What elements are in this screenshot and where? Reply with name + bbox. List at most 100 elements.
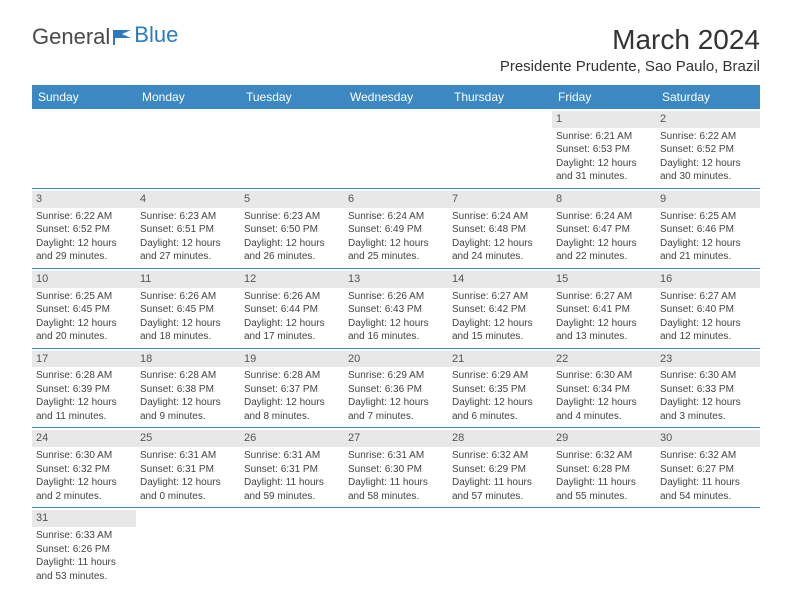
daylight-text: Daylight: 12 hours: [556, 237, 652, 251]
sunset-text: Sunset: 6:45 PM: [36, 303, 132, 317]
calendar-day: 11Sunrise: 6:26 AMSunset: 6:45 PMDayligh…: [136, 269, 240, 348]
sunrise-text: Sunrise: 6:31 AM: [348, 449, 444, 463]
daylight-text: Daylight: 12 hours: [36, 237, 132, 251]
calendar-week: 31Sunrise: 6:33 AMSunset: 6:26 PMDayligh…: [32, 508, 760, 587]
calendar-day: 25Sunrise: 6:31 AMSunset: 6:31 PMDayligh…: [136, 428, 240, 507]
daylight-text: and 13 minutes.: [556, 330, 652, 344]
day-header: Thursday: [448, 85, 552, 109]
sunrise-text: Sunrise: 6:30 AM: [556, 369, 652, 383]
daylight-text: Daylight: 12 hours: [556, 157, 652, 171]
calendar-day: 2Sunrise: 6:22 AMSunset: 6:52 PMDaylight…: [656, 109, 760, 188]
sunrise-text: Sunrise: 6:30 AM: [36, 449, 132, 463]
daylight-text: and 16 minutes.: [348, 330, 444, 344]
calendar-day-empty: [240, 508, 344, 587]
calendar-day-empty: [552, 508, 656, 587]
sunset-text: Sunset: 6:42 PM: [452, 303, 548, 317]
calendar-day-empty: [344, 508, 448, 587]
daylight-text: and 55 minutes.: [556, 490, 652, 504]
sunrise-text: Sunrise: 6:31 AM: [244, 449, 340, 463]
calendar-day: 26Sunrise: 6:31 AMSunset: 6:31 PMDayligh…: [240, 428, 344, 507]
daylight-text: and 8 minutes.: [244, 410, 340, 424]
daylight-text: Daylight: 12 hours: [244, 396, 340, 410]
sunrise-text: Sunrise: 6:24 AM: [452, 210, 548, 224]
day-header: Wednesday: [344, 85, 448, 109]
sunset-text: Sunset: 6:31 PM: [140, 463, 236, 477]
sunset-text: Sunset: 6:38 PM: [140, 383, 236, 397]
daylight-text: and 3 minutes.: [660, 410, 756, 424]
daylight-text: and 22 minutes.: [556, 250, 652, 264]
sunset-text: Sunset: 6:47 PM: [556, 223, 652, 237]
day-number: 14: [448, 271, 552, 288]
sunset-text: Sunset: 6:52 PM: [36, 223, 132, 237]
daylight-text: Daylight: 12 hours: [348, 396, 444, 410]
calendar-day-empty: [656, 508, 760, 587]
daylight-text: Daylight: 12 hours: [556, 317, 652, 331]
daylight-text: Daylight: 12 hours: [140, 317, 236, 331]
calendar-day: 9Sunrise: 6:25 AMSunset: 6:46 PMDaylight…: [656, 189, 760, 268]
day-number: 8: [552, 191, 656, 208]
calendar-day-empty: [344, 109, 448, 188]
page-title: March 2024: [500, 24, 760, 56]
sunrise-text: Sunrise: 6:33 AM: [36, 529, 132, 543]
calendar-day: 18Sunrise: 6:28 AMSunset: 6:38 PMDayligh…: [136, 349, 240, 428]
day-number: 19: [240, 351, 344, 368]
daylight-text: Daylight: 12 hours: [660, 237, 756, 251]
calendar-day: 5Sunrise: 6:23 AMSunset: 6:50 PMDaylight…: [240, 189, 344, 268]
daylight-text: Daylight: 12 hours: [36, 476, 132, 490]
daylight-text: and 29 minutes.: [36, 250, 132, 264]
day-number: 18: [136, 351, 240, 368]
sunset-text: Sunset: 6:46 PM: [660, 223, 756, 237]
calendar-day: 13Sunrise: 6:26 AMSunset: 6:43 PMDayligh…: [344, 269, 448, 348]
day-number: 31: [32, 510, 136, 527]
sunrise-text: Sunrise: 6:28 AM: [36, 369, 132, 383]
calendar-day-empty: [448, 109, 552, 188]
daylight-text: and 54 minutes.: [660, 490, 756, 504]
day-header: Saturday: [656, 85, 760, 109]
sunrise-text: Sunrise: 6:26 AM: [140, 290, 236, 304]
calendar-day-empty: [240, 109, 344, 188]
sunrise-text: Sunrise: 6:22 AM: [36, 210, 132, 224]
calendar-day: 22Sunrise: 6:30 AMSunset: 6:34 PMDayligh…: [552, 349, 656, 428]
weeks-container: 1Sunrise: 6:21 AMSunset: 6:53 PMDaylight…: [32, 109, 760, 587]
daylight-text: and 7 minutes.: [348, 410, 444, 424]
day-number: 29: [552, 430, 656, 447]
daylight-text: and 6 minutes.: [452, 410, 548, 424]
sunrise-text: Sunrise: 6:21 AM: [556, 130, 652, 144]
sunrise-text: Sunrise: 6:26 AM: [244, 290, 340, 304]
sunrise-text: Sunrise: 6:31 AM: [140, 449, 236, 463]
day-number: 28: [448, 430, 552, 447]
day-number: 25: [136, 430, 240, 447]
daylight-text: Daylight: 12 hours: [348, 237, 444, 251]
day-number: 6: [344, 191, 448, 208]
daylight-text: Daylight: 12 hours: [140, 396, 236, 410]
sunrise-text: Sunrise: 6:27 AM: [452, 290, 548, 304]
day-number: 2: [656, 111, 760, 128]
day-header: Sunday: [32, 85, 136, 109]
day-number: 15: [552, 271, 656, 288]
sunset-text: Sunset: 6:43 PM: [348, 303, 444, 317]
daylight-text: Daylight: 12 hours: [348, 317, 444, 331]
day-number: 12: [240, 271, 344, 288]
sunrise-text: Sunrise: 6:28 AM: [140, 369, 236, 383]
sunset-text: Sunset: 6:34 PM: [556, 383, 652, 397]
daylight-text: Daylight: 11 hours: [556, 476, 652, 490]
daylight-text: Daylight: 12 hours: [556, 396, 652, 410]
calendar-day: 30Sunrise: 6:32 AMSunset: 6:27 PMDayligh…: [656, 428, 760, 507]
sunset-text: Sunset: 6:39 PM: [36, 383, 132, 397]
calendar-day: 12Sunrise: 6:26 AMSunset: 6:44 PMDayligh…: [240, 269, 344, 348]
day-number: 1: [552, 111, 656, 128]
title-block: March 2024 Presidente Prudente, Sao Paul…: [500, 24, 760, 81]
daylight-text: and 12 minutes.: [660, 330, 756, 344]
day-number: 7: [448, 191, 552, 208]
calendar-day-empty: [448, 508, 552, 587]
daylight-text: and 26 minutes.: [244, 250, 340, 264]
calendar: Sunday Monday Tuesday Wednesday Thursday…: [32, 85, 760, 587]
calendar-day-empty: [32, 109, 136, 188]
daylight-text: Daylight: 12 hours: [36, 317, 132, 331]
sunset-text: Sunset: 6:31 PM: [244, 463, 340, 477]
sunset-text: Sunset: 6:48 PM: [452, 223, 548, 237]
sunrise-text: Sunrise: 6:27 AM: [556, 290, 652, 304]
daylight-text: and 2 minutes.: [36, 490, 132, 504]
daylight-text: Daylight: 11 hours: [348, 476, 444, 490]
sunset-text: Sunset: 6:49 PM: [348, 223, 444, 237]
